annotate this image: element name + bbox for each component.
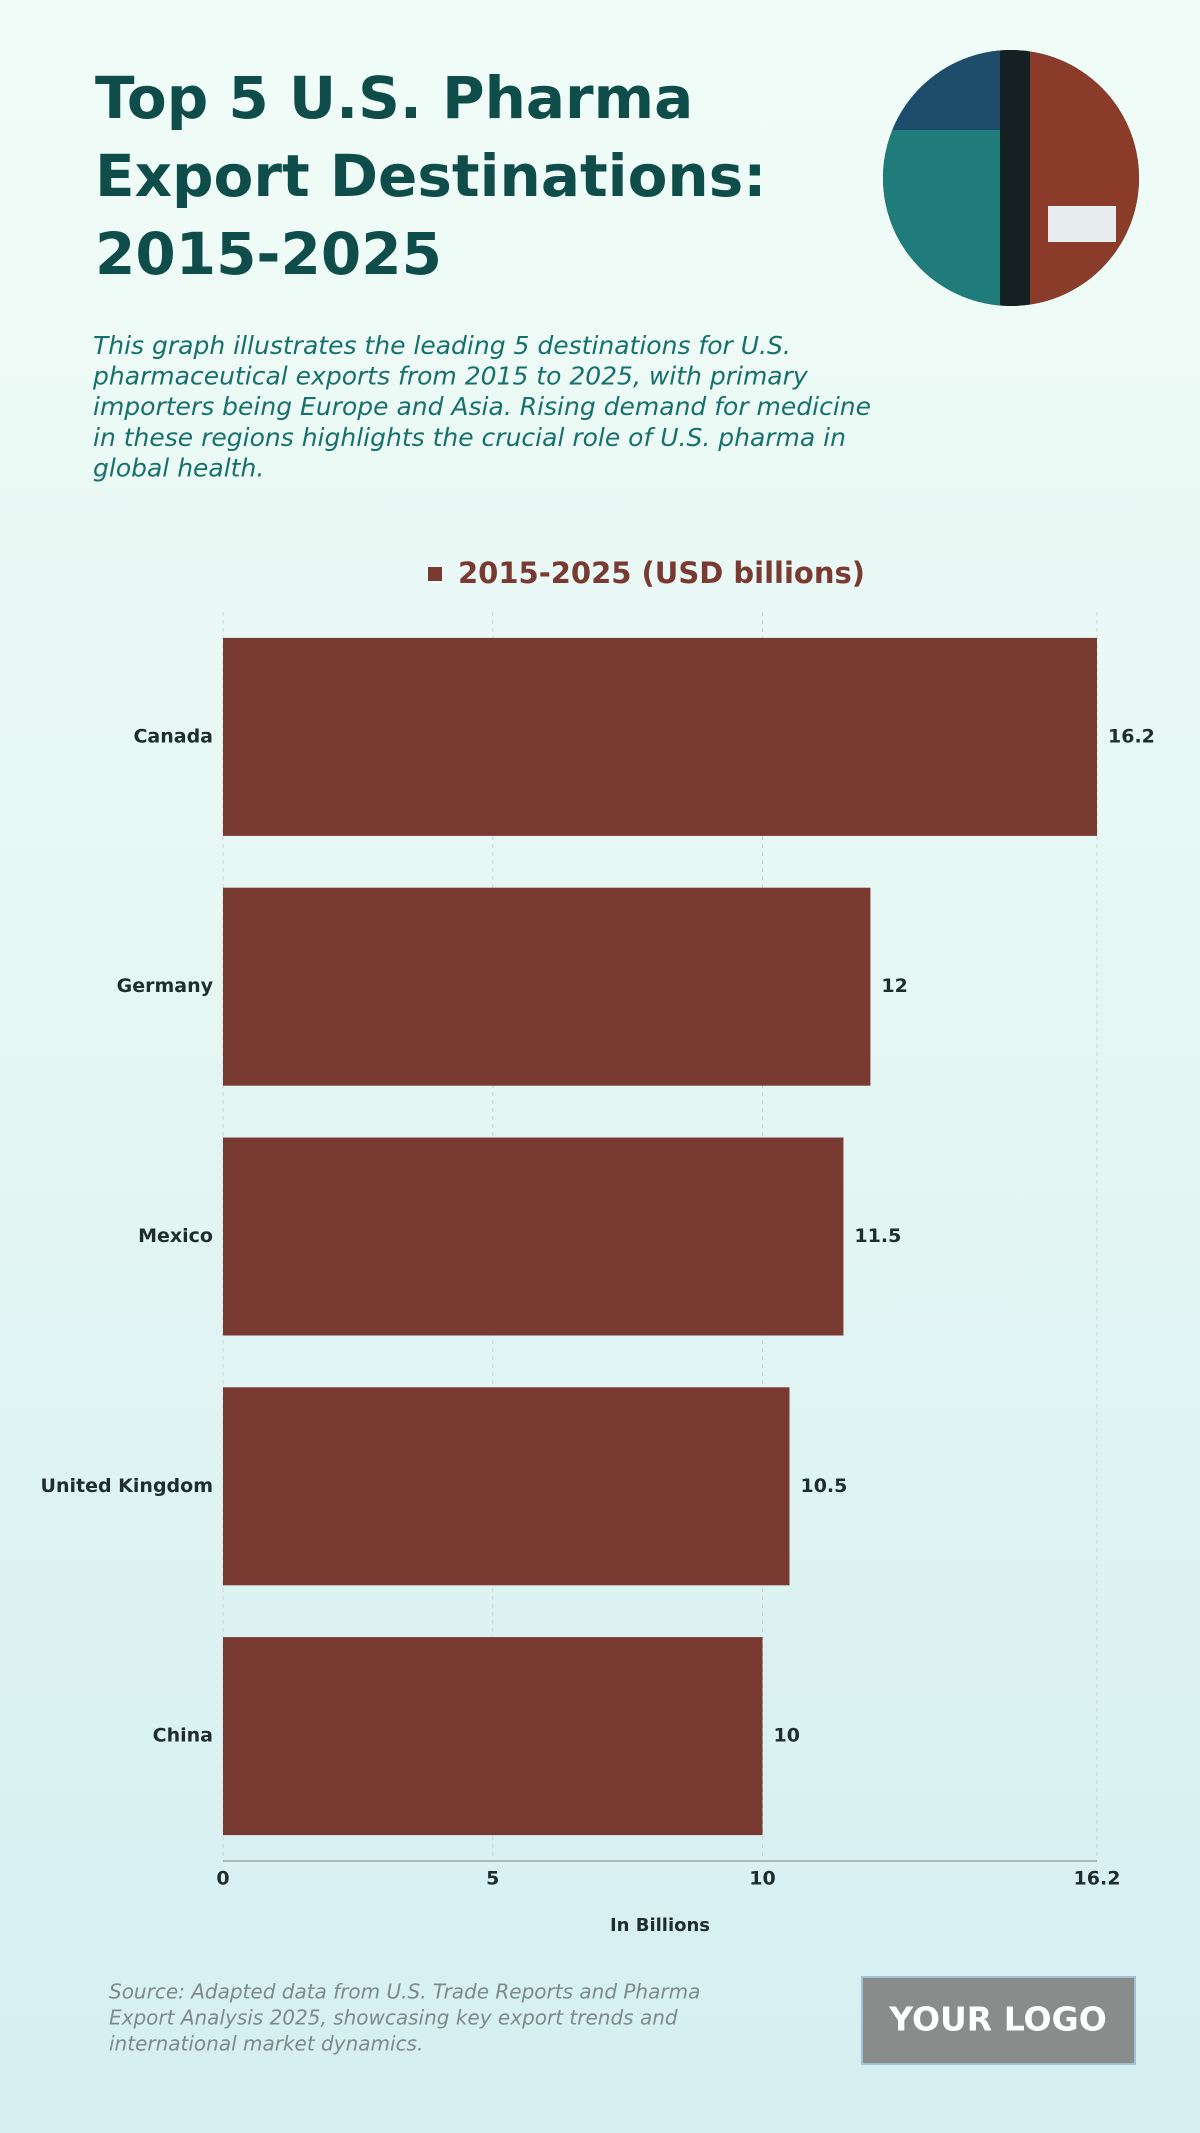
value-label: 11.5: [854, 1225, 901, 1247]
value-label: 10.5: [800, 1475, 847, 1497]
description: This graph illustrates the leading 5 des…: [93, 331, 791, 360]
legend-swatch: [428, 567, 442, 581]
x-tick-label: 5: [486, 1868, 499, 1890]
bar: [223, 1637, 763, 1836]
description: global health.: [93, 453, 264, 482]
x-tick-label: 16.2: [1074, 1868, 1121, 1890]
category-label: Mexico: [138, 1225, 213, 1247]
source: Export Analysis 2025, showcasing key exp…: [109, 2006, 678, 2030]
x-axis-title: In Billions: [610, 1915, 710, 1936]
logo-box: [861, 1976, 1136, 2065]
photo: [883, 50, 1139, 306]
value-label: 10: [774, 1725, 800, 1747]
source: international market dynamics.: [109, 2032, 423, 2056]
category-label: United Kingdom: [41, 1475, 213, 1497]
category-label: China: [153, 1725, 213, 1747]
title: Export Destinations:: [95, 142, 766, 210]
title: Top 5 U.S. Pharma: [95, 64, 693, 132]
source: Source: Adapted data from U.S. Trade Rep…: [109, 1980, 700, 2004]
bar: [223, 637, 1097, 836]
bar: [223, 887, 871, 1086]
description: in these regions highlights the crucial …: [93, 423, 846, 452]
category-label: Canada: [133, 725, 213, 747]
x-tick-label: 0: [216, 1868, 229, 1890]
value-label: 12: [881, 975, 907, 997]
value-label: 16.2: [1108, 725, 1155, 747]
logo: YOUR LOGO: [888, 2000, 1107, 2039]
bar: [223, 1137, 844, 1336]
description: importers being Europe and Asia. Rising …: [93, 392, 871, 421]
category-label: Germany: [117, 975, 214, 997]
legend-label: 2015-2025 (USD billions): [458, 556, 865, 590]
description: pharmaceutical exports from 2015 to 2025…: [92, 362, 809, 391]
x-tick-label: 10: [749, 1868, 775, 1890]
bar: [223, 1387, 790, 1586]
title: 2015-2025: [95, 220, 442, 288]
